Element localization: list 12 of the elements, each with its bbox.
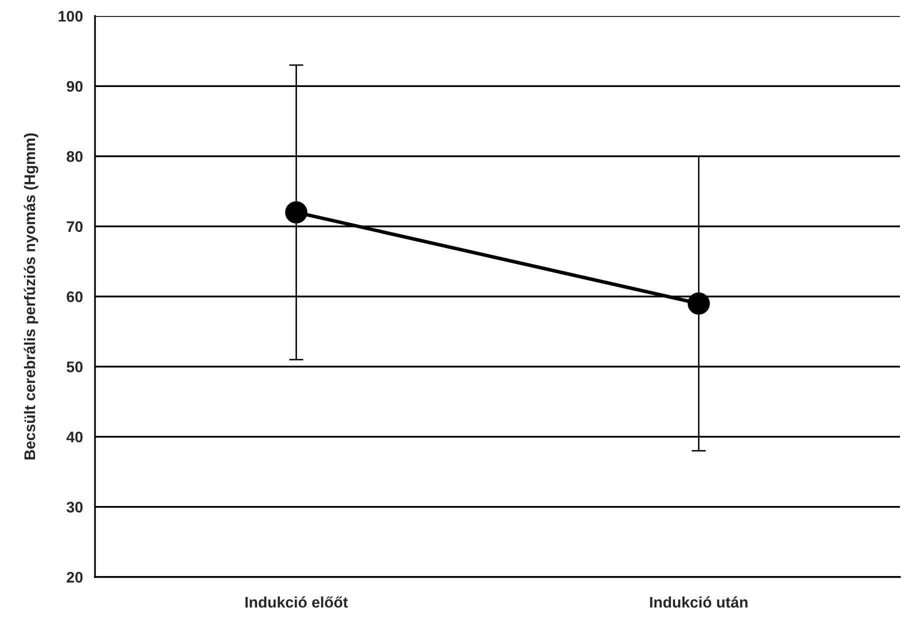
y-tick-label: 40 <box>66 432 83 442</box>
y-tick-label: 80 <box>66 151 83 162</box>
y-tick-label: 70 <box>66 221 83 232</box>
y-tick-label: 60 <box>66 291 83 302</box>
y-tick-label: 30 <box>66 502 83 513</box>
x-tick-label: Indukció után <box>650 596 748 608</box>
y-tick-label: 20 <box>66 572 83 583</box>
y-tick-label: 90 <box>66 80 83 92</box>
y-tick-label: 100 <box>58 10 83 22</box>
y-tick-label: 50 <box>66 361 83 372</box>
x-tick-label: Indukció előőt <box>246 596 348 608</box>
y-axis-title: Becsült cerebrális perfúziós nyomás (Hgmm) <box>24 133 38 460</box>
